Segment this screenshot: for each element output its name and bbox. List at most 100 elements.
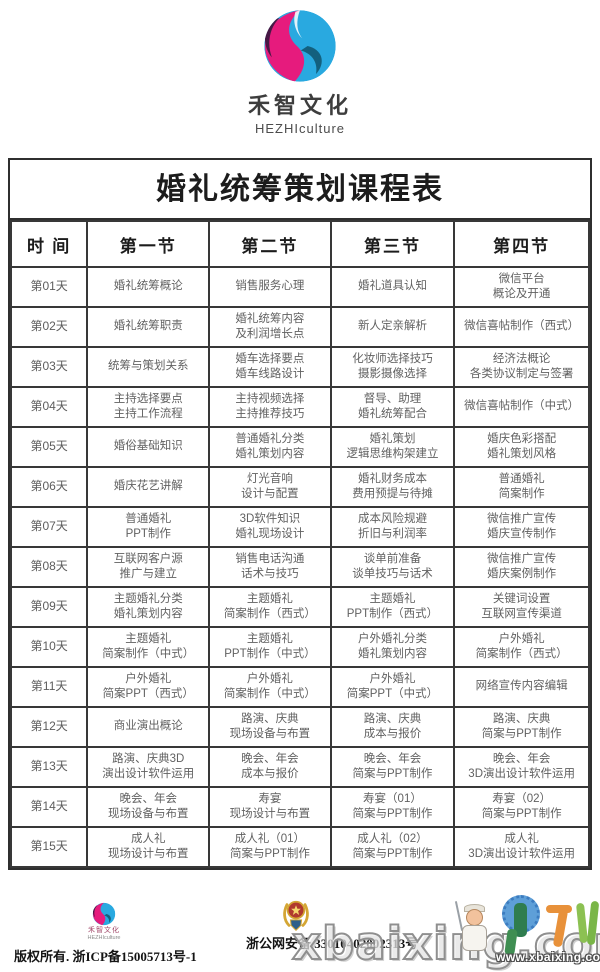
brand-name-cn: 禾智文化 — [247, 93, 352, 118]
watermark-figure-body — [462, 925, 487, 951]
brand-header: 禾智文化 HEZHIculture — [0, 6, 600, 136]
police-badge-icon — [283, 900, 309, 931]
table-row: 第04天 主持选择要点 主持工作流程 主持视频选择 主持推荐技巧 督导、助理 婚礼统筹配合微… — [9, 386, 590, 428]
course-cell: 婚礼统筹内容 及利润增长点 — [208, 306, 332, 348]
header-row: 时 间第一节 第二节 第三节 第四节 — [9, 220, 590, 268]
course-cell: 谈单前准备 谈单技巧与话术 — [329, 546, 456, 588]
course-cell: 主题婚礼 PPT制作（中式） — [208, 626, 332, 668]
course-cell: 婚礼统筹职责 — [86, 306, 211, 348]
day-cell: 第13天 — [9, 746, 89, 788]
course-cell: 微信喜帖制作（中式） — [453, 386, 590, 428]
course-table-body: 第01天 婚礼统筹概论 销售服务心理 婚礼道具认知 微信平台 概论及开通 第02天 婚礼统筹职… — [9, 266, 590, 868]
day-cell: 第03天 — [9, 346, 89, 388]
course-cell: 寿宴 现场设计与布置 — [208, 786, 332, 828]
police-filing-text: 浙公网安备 33010402002313号 — [246, 936, 419, 951]
course-cell: 婚俗基础知识 — [86, 426, 211, 468]
day-cell: 第04天 — [9, 386, 89, 428]
course-cell: 主持视频选择 主持推荐技巧 — [208, 386, 332, 428]
column-header-0: 时 间 — [9, 220, 89, 268]
table-row: 第01天 婚礼统筹概论 销售服务心理 婚礼道具认知 微信平台 概论及开通 — [9, 266, 590, 308]
course-cell: 晚会、年会 简案与PPT制作 — [329, 746, 456, 788]
table-row: 第02天 婚礼统筹职责 婚礼统筹内容 及利润增长点 新人定亲解析 微信喜帖制作（西式） — [9, 306, 590, 348]
course-cell: 销售电话沟通 话术与技巧 — [208, 546, 332, 588]
column-header-4: 第四节 — [453, 220, 590, 268]
course-cell: 销售服务心理 — [208, 266, 332, 308]
table-row: 第03天 统筹与策划关系 婚车选择要点 婚车线路设计 化妆师选择技巧 摄影摄像选择 经济法概… — [9, 346, 590, 388]
watermark-logo — [450, 895, 600, 967]
course-cell: 主题婚礼分类 婚礼策划内容 — [86, 586, 211, 628]
course-cell: 婚车选择要点 婚车线路设计 — [208, 346, 332, 388]
course-cell: 户外婚礼 简案PPT（西式） — [86, 666, 211, 708]
course-cell: 督导、助理 婚礼统筹配合 — [329, 386, 456, 428]
icp-copyright-text: 版权所有. 浙ICP备15005713号-1 — [14, 949, 197, 964]
footer: 禾智文化 HEZHIculture 版权所有. 浙ICP备15005713号-1… — [0, 893, 600, 972]
hezhi-logo-small-icon — [92, 902, 116, 926]
table-row: 第06天 婚庆花艺讲解 灯光音响 设计与配置 婚礼财务成本 费用预提与待摊 普通婚礼 简案制作 — [9, 466, 590, 508]
table-row: 第11天 户外婚礼 简案PPT（西式） 户外婚礼 简案制作（中式） 户外婚礼 简案PPT（中… — [9, 666, 590, 708]
watermark-leaf-shape-2 — [586, 900, 600, 946]
course-cell: 晚会、年会 3D演出设计软件运用 — [453, 746, 590, 788]
day-cell: 第12天 — [9, 706, 89, 748]
course-cell: 晚会、年会 成本与报价 — [208, 746, 332, 788]
day-cell: 第14天 — [9, 786, 89, 828]
course-cell: 户外婚礼 简案制作（中式） — [208, 666, 332, 708]
footer-brand-block: 禾智文化 HEZHIculture 版权所有. 浙ICP备15005713号-1 — [14, 901, 197, 965]
course-cell: 婚礼策划 逻辑思维构架建立 — [329, 426, 456, 468]
course-cell: 路演、庆典3D 演出设计软件运用 — [86, 746, 211, 788]
table-row: 第10天 主题婚礼 简案制作（中式） 主题婚礼 PPT制作（中式） 户外婚礼分类 婚礼策划内… — [9, 626, 590, 668]
course-cell: 化妆师选择技巧 摄影摄像选择 — [329, 346, 456, 388]
day-cell: 第11天 — [9, 666, 89, 708]
course-cell: 主持选择要点 主持工作流程 — [86, 386, 211, 428]
course-cell: 主题婚礼 简案制作（中式） — [86, 626, 211, 668]
watermark-orange-glyph-stem — [552, 908, 569, 948]
course-cell: 灯光音响 设计与配置 — [208, 466, 332, 508]
course-cell: 关键词设置 互联网宣传渠道 — [453, 586, 590, 628]
course-table: 时 间第一节 第二节 第三节 第四节 第01天 婚礼统筹概论 销售服务心理 婚礼道具认知 微信… — [9, 220, 590, 868]
course-cell: 晚会、年会 现场设备与布置 — [86, 786, 211, 828]
course-cell: 普通婚礼 PPT制作 — [86, 506, 211, 548]
footer-brand-en: HEZHIculture — [87, 935, 121, 941]
course-cell: 网络宣传内容编辑 — [453, 666, 590, 708]
course-cell: 寿宴（01） 简案与PPT制作 — [329, 786, 456, 828]
brand-name-en: HEZHIculture — [254, 121, 346, 136]
course-cell: 婚礼财务成本 费用预提与待摊 — [329, 466, 456, 508]
table-row: 第07天 普通婚礼 PPT制作 3D软件知识 婚礼现场设计 成本风险规避 折旧与利润率 微信推… — [9, 506, 590, 548]
course-cell: 婚庆花艺讲解 — [86, 466, 211, 508]
course-cell: 普通婚礼 简案制作 — [453, 466, 590, 508]
watermark-rosette-glyph — [514, 903, 527, 937]
day-cell: 第07天 — [9, 506, 89, 548]
watermark-leaf-shape-1 — [575, 902, 589, 944]
course-cell: 路演、庆典 简案与PPT制作 — [453, 706, 590, 748]
course-cell: 寿宴（02） 简案与PPT制作 — [453, 786, 590, 828]
course-cell: 婚庆色彩搭配 婚礼策划风格 — [453, 426, 590, 468]
table-row: 第13天 路演、庆典3D 演出设计软件运用 晚会、年会 成本与报价 晚会、年会 简案与PPT… — [9, 746, 590, 788]
column-header-2: 第二节 — [208, 220, 332, 268]
watermark-text: xbaixing.com — [291, 916, 600, 971]
day-cell: 第06天 — [9, 466, 89, 508]
course-cell: 经济法概论 各类协议制定与签署 — [453, 346, 590, 388]
course-cell: 户外婚礼 简案制作（西式） — [453, 626, 590, 668]
course-cell: 微信推广宣传 婚庆宣传制作 — [453, 506, 590, 548]
course-cell: 主题婚礼 PPT制作（西式） — [329, 586, 456, 628]
course-cell: 成本风险规避 折旧与利润率 — [329, 506, 456, 548]
table-row: 第14天 晚会、年会 现场设备与布置 寿宴 现场设计与布置 寿宴（01） 简案与PPT制作寿… — [9, 786, 590, 828]
day-cell: 第05天 — [9, 426, 89, 468]
table-row: 第08天 互联网客户源 推广与建立 销售电话沟通 话术与技巧 谈单前准备 谈单技巧与话术 微信… — [9, 546, 590, 588]
course-cell: 主题婚礼 简案制作（西式） — [208, 586, 332, 628]
course-cell: 成人礼 3D演出设计软件运用 — [453, 826, 590, 868]
course-cell: 成人礼（01） 简案与PPT制作 — [208, 826, 332, 868]
course-cell: 户外婚礼 简案PPT（中式） — [329, 666, 456, 708]
course-cell: 微信推广宣传 婚庆案例制作 — [453, 546, 590, 588]
column-header-3: 第三节 — [329, 220, 456, 268]
hezhi-logo-icon — [264, 10, 336, 82]
table-row: 第12天 商业演出概论 路演、庆典 现场设备与布置 路演、庆典 成本与报价 路演、庆典 简案与… — [9, 706, 590, 748]
course-cell: 成人礼 现场设计与布置 — [86, 826, 211, 868]
course-cell: 微信喜帖制作（西式） — [453, 306, 590, 348]
course-cell: 婚礼统筹概论 — [86, 266, 211, 308]
day-cell: 第15天 — [9, 826, 89, 868]
course-cell: 商业演出概论 — [86, 706, 211, 748]
course-cell: 微信平台 概论及开通 — [453, 266, 590, 308]
course-cell: 新人定亲解析 — [329, 306, 456, 348]
footer-brand-cn: 禾智文化 — [88, 927, 120, 934]
